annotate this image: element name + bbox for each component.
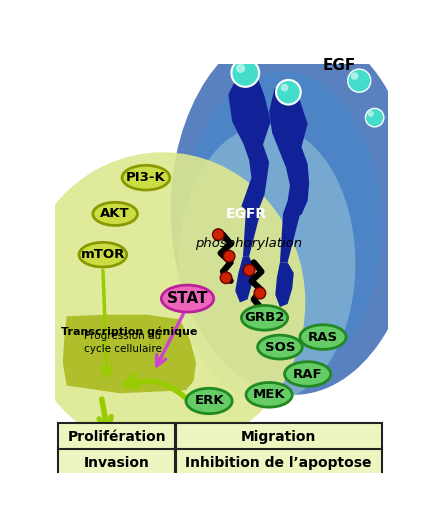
- Text: RAF: RAF: [293, 367, 322, 381]
- Ellipse shape: [161, 285, 214, 312]
- FancyBboxPatch shape: [58, 423, 175, 451]
- Text: EGF: EGF: [323, 58, 356, 73]
- Text: Invasion: Invasion: [84, 456, 149, 470]
- Text: PI3-K: PI3-K: [126, 171, 166, 184]
- Text: STAT: STAT: [167, 291, 208, 306]
- Circle shape: [232, 59, 259, 87]
- Text: EGFR: EGFR: [226, 207, 267, 221]
- FancyBboxPatch shape: [176, 449, 381, 477]
- Ellipse shape: [79, 242, 127, 267]
- Ellipse shape: [257, 335, 302, 359]
- Polygon shape: [229, 72, 271, 211]
- Text: Inhibition de l’apoptose: Inhibition de l’apoptose: [185, 456, 372, 470]
- Text: Prolifération: Prolifération: [67, 430, 166, 444]
- Ellipse shape: [182, 72, 382, 380]
- Ellipse shape: [300, 325, 346, 349]
- Text: AKT: AKT: [100, 208, 130, 220]
- Text: Progression du
cycle cellulaire: Progression du cycle cellulaire: [84, 331, 162, 355]
- Text: SOS: SOS: [265, 340, 295, 354]
- Polygon shape: [275, 262, 294, 307]
- Text: GRB2: GRB2: [245, 311, 285, 324]
- Polygon shape: [63, 315, 196, 393]
- Ellipse shape: [186, 388, 232, 414]
- Ellipse shape: [246, 382, 292, 407]
- Text: Transcription génique: Transcription génique: [61, 326, 197, 337]
- Ellipse shape: [171, 25, 417, 395]
- Ellipse shape: [93, 202, 137, 226]
- Circle shape: [243, 264, 255, 276]
- Circle shape: [365, 108, 384, 127]
- Circle shape: [213, 229, 224, 241]
- Circle shape: [368, 110, 374, 117]
- Ellipse shape: [241, 305, 288, 330]
- Circle shape: [351, 72, 359, 80]
- Text: RAS: RAS: [308, 331, 338, 344]
- Text: phosphorylation: phosphorylation: [195, 237, 302, 250]
- Text: mTOR: mTOR: [81, 248, 125, 261]
- Ellipse shape: [285, 362, 331, 387]
- Circle shape: [348, 69, 371, 92]
- Polygon shape: [269, 88, 309, 218]
- Text: MEK: MEK: [253, 388, 286, 401]
- Polygon shape: [243, 209, 261, 256]
- Circle shape: [281, 84, 289, 91]
- Circle shape: [220, 272, 232, 284]
- Ellipse shape: [122, 165, 170, 190]
- Polygon shape: [280, 214, 300, 262]
- Text: ERK: ERK: [194, 395, 224, 407]
- Circle shape: [223, 251, 235, 262]
- Text: Migration: Migration: [241, 430, 316, 444]
- Circle shape: [236, 64, 245, 73]
- Circle shape: [254, 287, 266, 299]
- Circle shape: [250, 306, 261, 318]
- FancyBboxPatch shape: [176, 423, 381, 451]
- FancyBboxPatch shape: [58, 449, 175, 477]
- Polygon shape: [235, 256, 254, 303]
- Circle shape: [276, 80, 301, 105]
- Ellipse shape: [178, 125, 356, 402]
- Ellipse shape: [20, 152, 305, 452]
